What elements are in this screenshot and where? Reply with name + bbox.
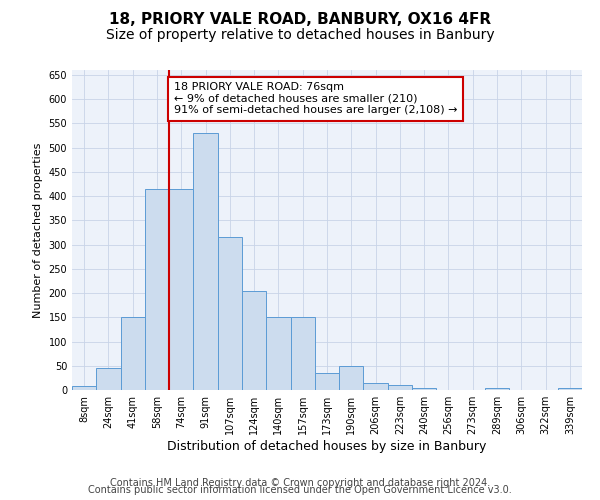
Bar: [218, 238, 242, 390]
Y-axis label: Number of detached properties: Number of detached properties: [33, 142, 43, 318]
Bar: [290, 318, 315, 390]
Bar: [364, 382, 388, 390]
Bar: [121, 318, 145, 390]
Bar: [558, 388, 582, 390]
Bar: [388, 385, 412, 390]
Bar: [266, 318, 290, 390]
Text: 18 PRIORY VALE ROAD: 76sqm
← 9% of detached houses are smaller (210)
91% of semi: 18 PRIORY VALE ROAD: 76sqm ← 9% of detac…: [174, 82, 458, 116]
Bar: [485, 388, 509, 390]
Bar: [339, 366, 364, 390]
Bar: [96, 368, 121, 390]
Bar: [193, 133, 218, 390]
Text: Contains HM Land Registry data © Crown copyright and database right 2024.: Contains HM Land Registry data © Crown c…: [110, 478, 490, 488]
Bar: [412, 388, 436, 390]
X-axis label: Distribution of detached houses by size in Banbury: Distribution of detached houses by size …: [167, 440, 487, 453]
Bar: [315, 373, 339, 390]
Bar: [169, 189, 193, 390]
Text: Size of property relative to detached houses in Banbury: Size of property relative to detached ho…: [106, 28, 494, 42]
Bar: [145, 189, 169, 390]
Text: Contains public sector information licensed under the Open Government Licence v3: Contains public sector information licen…: [88, 485, 512, 495]
Bar: [242, 290, 266, 390]
Bar: [72, 386, 96, 390]
Text: 18, PRIORY VALE ROAD, BANBURY, OX16 4FR: 18, PRIORY VALE ROAD, BANBURY, OX16 4FR: [109, 12, 491, 28]
